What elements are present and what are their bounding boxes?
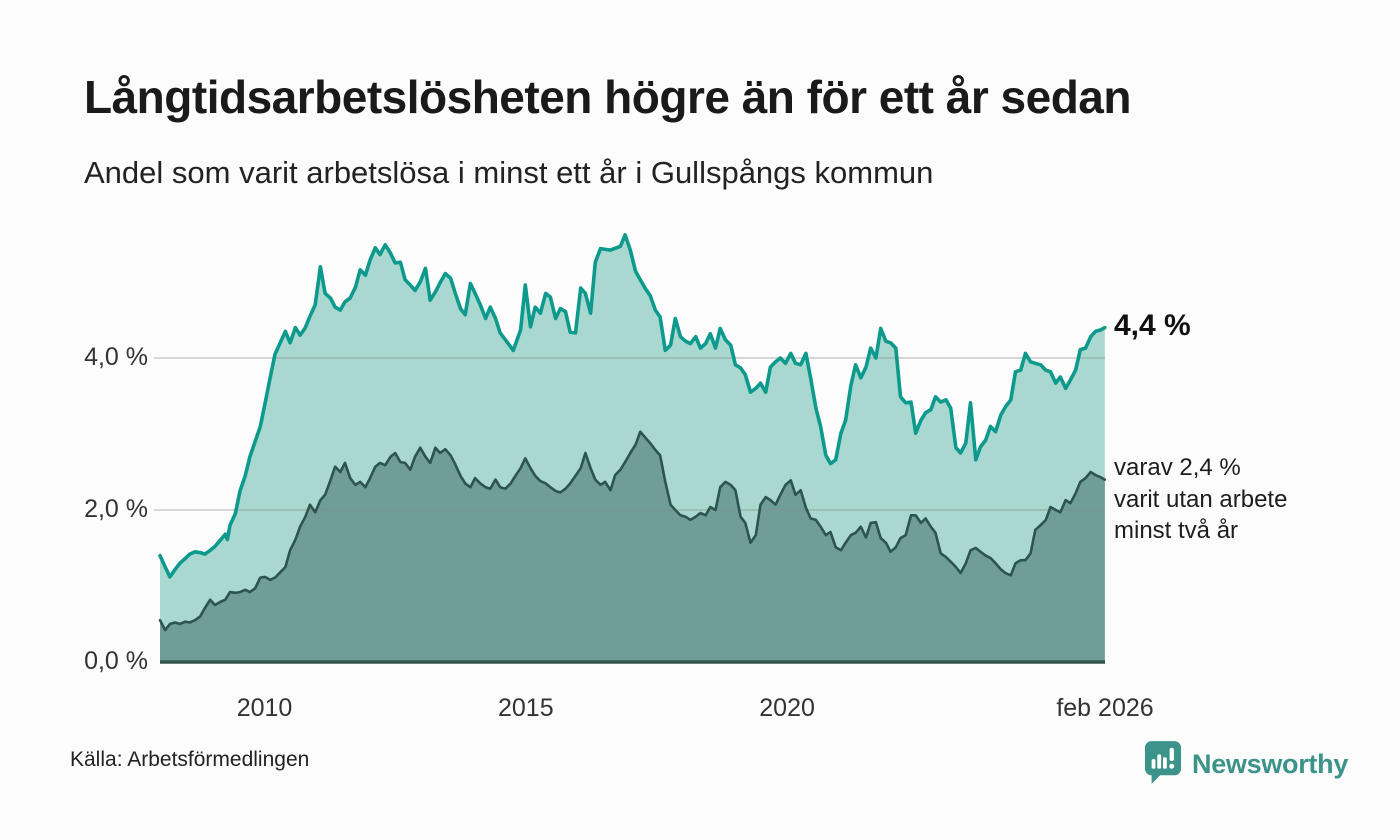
area-fill-two-years: [160, 431, 1105, 662]
source-credit: Källa: Arbetsförmedlingen: [70, 748, 310, 771]
x-tick-label: 2010: [236, 694, 293, 722]
latest-subvalue-line3: minst två år: [1114, 517, 1239, 545]
newsworthy-logo-icon: [1144, 740, 1182, 789]
x-tick-label: feb 2026: [1056, 694, 1154, 722]
y-tick-label: 2,0 %: [84, 495, 148, 523]
newsworthy-logo: Newsworthy: [1144, 740, 1348, 789]
y-tick-label: 0,0 %: [84, 647, 148, 675]
latest-subvalue-line2: varit utan arbete: [1114, 485, 1288, 513]
page-subtitle: Andel som varit arbetslösa i minst ett å…: [84, 155, 934, 190]
x-tick-label: 2015: [498, 694, 554, 722]
newsworthy-logo-text: Newsworthy: [1192, 749, 1349, 779]
latest-subvalue-label: varav 2,4 % varit utan arbete minst två …: [1114, 452, 1287, 548]
x-tick-label: 2020: [759, 694, 815, 722]
y-tick-label: 4,0 %: [84, 343, 148, 371]
latest-value-label: 4,4 %: [1114, 308, 1191, 342]
latest-subvalue-line1: varav 2,4 %: [1114, 453, 1241, 481]
line-total: [158, 233, 1107, 579]
line-two-years: [158, 430, 1107, 632]
page-title: Långtidsarbetslösheten högre än för ett …: [84, 71, 1131, 123]
